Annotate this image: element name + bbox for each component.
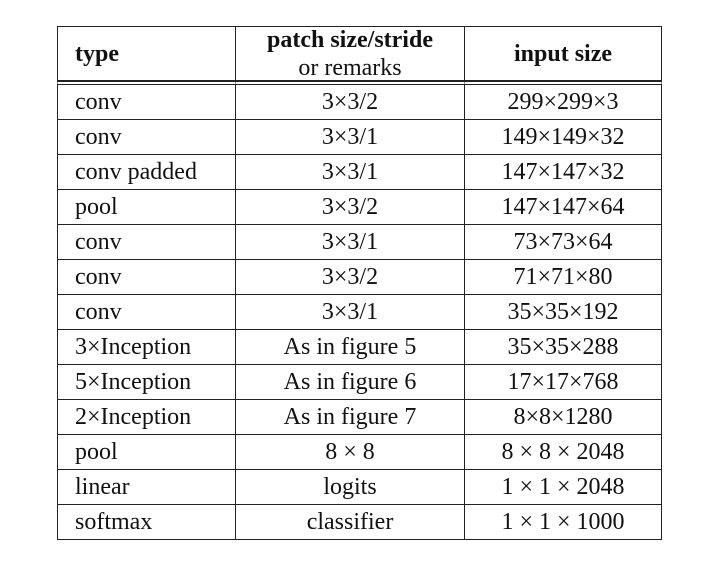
table-row: 2×Inception As in figure 7 8×8×1280 <box>57 400 662 435</box>
table-row: pool 8 × 8 8 × 8 × 2048 <box>57 435 662 470</box>
cell-type: conv <box>57 81 236 120</box>
cell-type: conv <box>57 120 236 155</box>
header-input-size: input size <box>465 26 662 81</box>
cell-patch: 3×3/2 <box>236 260 465 295</box>
cell-patch: As in figure 5 <box>236 330 465 365</box>
table-row: linear logits 1 × 1 × 2048 <box>57 470 662 505</box>
table-row: conv 3×3/1 73×73×64 <box>57 225 662 260</box>
cell-input: 1 × 1 × 2048 <box>465 470 662 505</box>
table-row: softmax classifier 1 × 1 × 1000 <box>57 505 662 540</box>
table-row: conv 3×3/1 35×35×192 <box>57 295 662 330</box>
cell-type: conv padded <box>57 155 236 190</box>
table-row: conv 3×3/2 299×299×3 <box>57 81 662 120</box>
cell-type: pool <box>57 190 236 225</box>
cell-input: 8×8×1280 <box>465 400 662 435</box>
header-row: type patch size/stride or remarks input … <box>57 26 662 81</box>
architecture-table: type patch size/stride or remarks input … <box>57 26 662 540</box>
cell-type: 3×Inception <box>57 330 236 365</box>
cell-patch: 3×3/1 <box>236 295 465 330</box>
cell-input: 147×147×64 <box>465 190 662 225</box>
cell-patch: As in figure 7 <box>236 400 465 435</box>
cell-patch: 3×3/1 <box>236 225 465 260</box>
cell-patch: 3×3/2 <box>236 81 465 120</box>
cell-type: conv <box>57 260 236 295</box>
header-type: type <box>57 26 236 81</box>
table-row: conv padded 3×3/1 147×147×32 <box>57 155 662 190</box>
cell-type: 2×Inception <box>57 400 236 435</box>
cell-input: 8 × 8 × 2048 <box>465 435 662 470</box>
cell-patch: 3×3/1 <box>236 120 465 155</box>
cell-patch: As in figure 6 <box>236 365 465 400</box>
table-row: pool 3×3/2 147×147×64 <box>57 190 662 225</box>
table-row: conv 3×3/1 149×149×32 <box>57 120 662 155</box>
table-row: 3×Inception As in figure 5 35×35×288 <box>57 330 662 365</box>
architecture-table-container: type patch size/stride or remarks input … <box>57 26 662 540</box>
header-patch-line1: patch size/stride <box>267 26 433 53</box>
cell-input: 299×299×3 <box>465 81 662 120</box>
cell-type: conv <box>57 225 236 260</box>
table-body: conv 3×3/2 299×299×3 conv 3×3/1 149×149×… <box>57 81 662 540</box>
cell-type: softmax <box>57 505 236 540</box>
cell-input: 147×147×32 <box>465 155 662 190</box>
header-patch-line2: or remarks <box>298 54 402 81</box>
table-row: 5×Inception As in figure 6 17×17×768 <box>57 365 662 400</box>
cell-patch: classifier <box>236 505 465 540</box>
cell-patch: logits <box>236 470 465 505</box>
cell-type: 5×Inception <box>57 365 236 400</box>
header-patch-size: patch size/stride or remarks <box>236 26 465 81</box>
cell-input: 35×35×288 <box>465 330 662 365</box>
cell-patch: 3×3/1 <box>236 155 465 190</box>
cell-input: 35×35×192 <box>465 295 662 330</box>
cell-type: linear <box>57 470 236 505</box>
cell-input: 17×17×768 <box>465 365 662 400</box>
table-row: conv 3×3/2 71×71×80 <box>57 260 662 295</box>
cell-input: 71×71×80 <box>465 260 662 295</box>
cell-type: pool <box>57 435 236 470</box>
cell-patch: 3×3/2 <box>236 190 465 225</box>
table-header: type patch size/stride or remarks input … <box>57 26 662 81</box>
cell-input: 149×149×32 <box>465 120 662 155</box>
cell-input: 73×73×64 <box>465 225 662 260</box>
cell-input: 1 × 1 × 1000 <box>465 505 662 540</box>
cell-patch: 8 × 8 <box>236 435 465 470</box>
cell-type: conv <box>57 295 236 330</box>
